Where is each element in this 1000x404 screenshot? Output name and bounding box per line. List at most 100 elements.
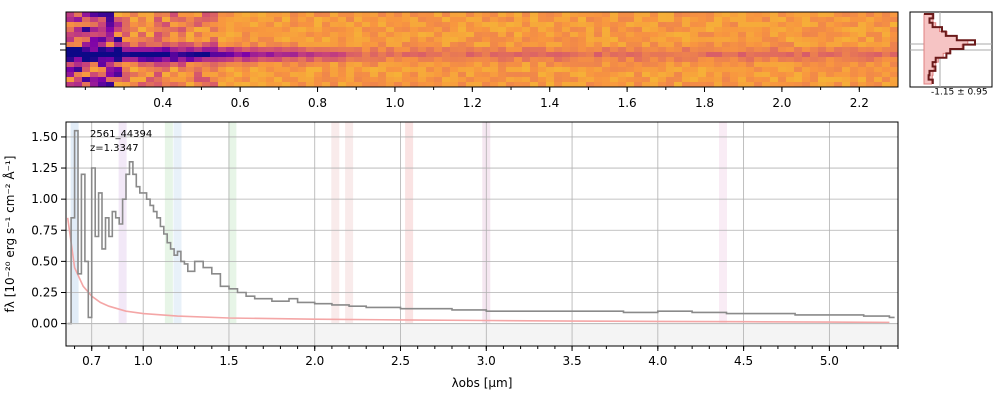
heatmap-cell [450, 77, 459, 83]
heatmap-cell [498, 12, 507, 18]
heatmap-cell [634, 17, 643, 23]
heatmap-cell [626, 22, 635, 28]
heatmap-cell [322, 52, 331, 58]
heatmap-cell [98, 12, 107, 18]
heatmap-cell [306, 17, 315, 23]
heatmap-cell [370, 62, 379, 68]
heatmap-cell [682, 42, 691, 48]
heatmap-cell [154, 52, 163, 58]
heatmap-cell [90, 52, 99, 58]
heatmap-cell [706, 67, 715, 73]
heatmap-cell [354, 67, 363, 73]
heatmap-cell [818, 67, 827, 73]
heatmap-cell [114, 32, 123, 38]
heatmap-cell [410, 62, 419, 68]
heatmap-cell [802, 37, 811, 43]
heatmap-cell [202, 17, 211, 23]
heatmap-cell [370, 67, 379, 73]
heatmap-cell [818, 57, 827, 63]
heatmap-cell [106, 42, 115, 48]
heatmap-cell [890, 32, 899, 38]
heatmap-cell [250, 37, 259, 43]
heatmap-cell [578, 62, 587, 68]
negative-flux-region [66, 323, 898, 346]
heatmap-cell [834, 22, 843, 28]
heatmap-cell [170, 17, 179, 23]
heatmap-cell [82, 22, 91, 28]
heatmap-cell [810, 37, 819, 43]
heatmap-cell [754, 37, 763, 43]
heatmap-cell [258, 82, 267, 88]
heatmap-cell [90, 62, 99, 68]
heatmap-cell [402, 77, 411, 83]
heatmap-cell [458, 42, 467, 48]
heatmap-cell [578, 12, 587, 18]
heatmap-cell [594, 82, 603, 88]
heatmap-cell [762, 82, 771, 88]
heatmap-cell [130, 52, 139, 58]
heatmap-cell [634, 47, 643, 53]
heatmap-cell [714, 82, 723, 88]
heatmap-cell [234, 62, 243, 68]
heatmap-cell [330, 57, 339, 63]
heatmap-cell [74, 82, 83, 88]
heatmap-cell [810, 47, 819, 53]
heatmap-cell [810, 27, 819, 33]
heatmap-cells [66, 12, 899, 88]
heatmap-cell [146, 37, 155, 43]
heatmap-cell [754, 42, 763, 48]
heatmap-cell [690, 52, 699, 58]
heatmap-cell [738, 17, 747, 23]
heatmap-cell [874, 22, 883, 28]
heatmap-cell [466, 37, 475, 43]
heatmap-cell [162, 82, 171, 88]
heatmap-cell [810, 22, 819, 28]
heatmap-cell [714, 62, 723, 68]
heatmap-cell [410, 82, 419, 88]
heatmap-cell [842, 42, 851, 48]
heatmap-cell [138, 17, 147, 23]
heatmap-cell [690, 42, 699, 48]
heatmap-cell [442, 57, 451, 63]
heatmap-cell [210, 42, 219, 48]
heatmap-cell [306, 37, 315, 43]
heatmap-cell [106, 17, 115, 23]
heatmap-cell [258, 67, 267, 73]
heatmap-cell [442, 32, 451, 38]
heatmap-cell [570, 27, 579, 33]
heatmap-cell [602, 62, 611, 68]
heatmap-cell [610, 62, 619, 68]
heatmap-cell [650, 52, 659, 58]
heatmap-cell [626, 57, 635, 63]
heatmap-cell [434, 82, 443, 88]
heatmap-cell [890, 27, 899, 33]
heatmap-cell [450, 42, 459, 48]
heatmap-cell [682, 32, 691, 38]
heatmap-cell [522, 27, 531, 33]
heatmap-cell [578, 47, 587, 53]
heatmap-cell [450, 32, 459, 38]
heatmap-cell [114, 72, 123, 78]
heatmap-cell [258, 62, 267, 68]
heatmap-cell [658, 47, 667, 53]
heatmap-cell [298, 67, 307, 73]
heatmap-cell [642, 47, 651, 53]
heatmap-cell [458, 57, 467, 63]
heatmap-cell [530, 32, 539, 38]
heatmap-cell [650, 27, 659, 33]
heatmap-cell [858, 17, 867, 23]
heatmap-cell [586, 47, 595, 53]
heatmap-cell [218, 67, 227, 73]
heatmap-cell [346, 72, 355, 78]
heatmap-cell [690, 12, 699, 18]
heatmap-cell [658, 37, 667, 43]
heatmap-cell [202, 52, 211, 58]
heatmap-cell [546, 47, 555, 53]
heatmap-cell [74, 12, 83, 18]
heatmap-cell [322, 47, 331, 53]
heatmap-cell [282, 57, 291, 63]
heatmap-cell [818, 17, 827, 23]
heatmap-cell [130, 37, 139, 43]
heatmap-cell [530, 37, 539, 43]
heatmap-cell [482, 22, 491, 28]
